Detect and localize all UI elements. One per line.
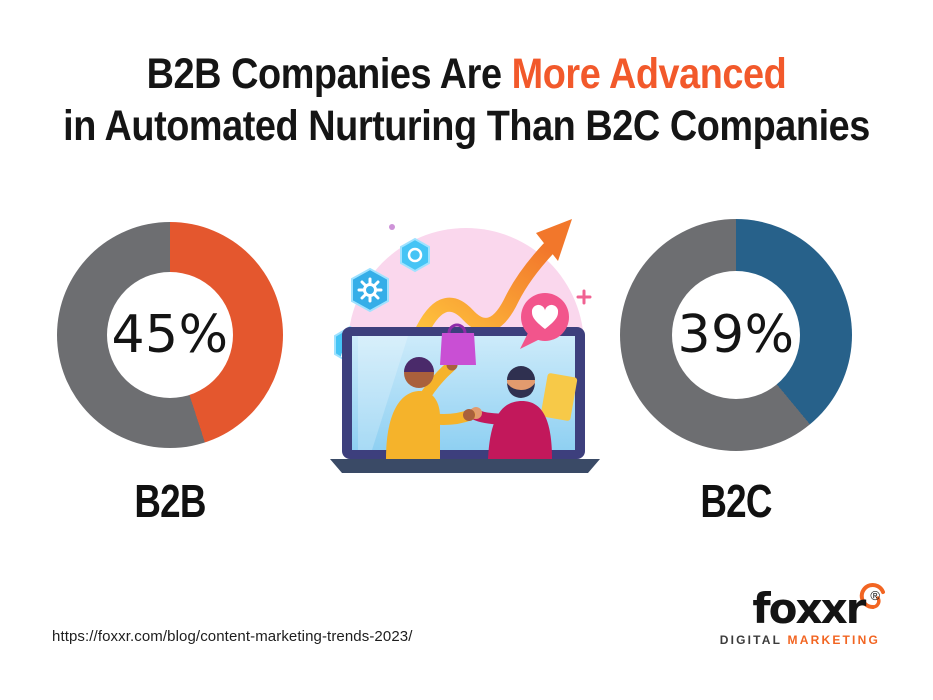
logo-tagline-digital: DIGITAL — [719, 633, 788, 647]
illustration-svg — [330, 219, 600, 473]
title-line1-text: B2B Companies Are — [146, 50, 512, 98]
b2b-percentage-value: 45% — [111, 305, 229, 365]
fox-tail-swirl-icon — [859, 583, 885, 610]
shopping-bag-icon — [440, 323, 476, 365]
donut-chart-b2b: 45% — [57, 222, 283, 448]
heart-chat-bubble-icon — [520, 293, 569, 349]
foxxr-logo: foxxr ® DIGITAL MARKETING — [720, 583, 885, 647]
dot-decor — [389, 224, 395, 230]
b2c-label: B2C — [700, 475, 772, 527]
handshake-hand-left — [463, 409, 475, 421]
yellow-folder — [540, 373, 578, 421]
title-line2-text: in Automated Nurturing Than B2C Companie… — [63, 102, 870, 151]
registered-trademark: ® — [870, 588, 880, 603]
laptop-base — [330, 459, 600, 473]
sparkle-decor — [576, 289, 592, 305]
donut-hole-b2c: 39% — [672, 271, 800, 399]
title-highlight: More Advanced — [511, 50, 787, 98]
donut-hole-b2b: 45% — [107, 272, 233, 398]
logo-tagline-marketing: MARKETING — [787, 633, 880, 647]
logo-tagline: DIGITAL MARKETING — [720, 633, 880, 647]
b2b-label: B2B — [134, 475, 206, 527]
gear-icon — [357, 277, 383, 303]
donut-chart-b2c: 39% — [620, 219, 852, 451]
source-url-link[interactable]: https://foxxr.com/blog/content-marketing… — [52, 628, 413, 645]
laptop-handshake-illustration — [322, 205, 617, 490]
circle-icon — [407, 247, 423, 263]
logo-wordmark: foxxr — [752, 584, 866, 633]
person-left — [386, 357, 476, 459]
growth-arrow-icon — [413, 219, 572, 342]
chart-title: B2B Companies Are More Advanced in Automa… — [56, 48, 877, 153]
b2c-percentage-value: 39% — [677, 305, 795, 365]
